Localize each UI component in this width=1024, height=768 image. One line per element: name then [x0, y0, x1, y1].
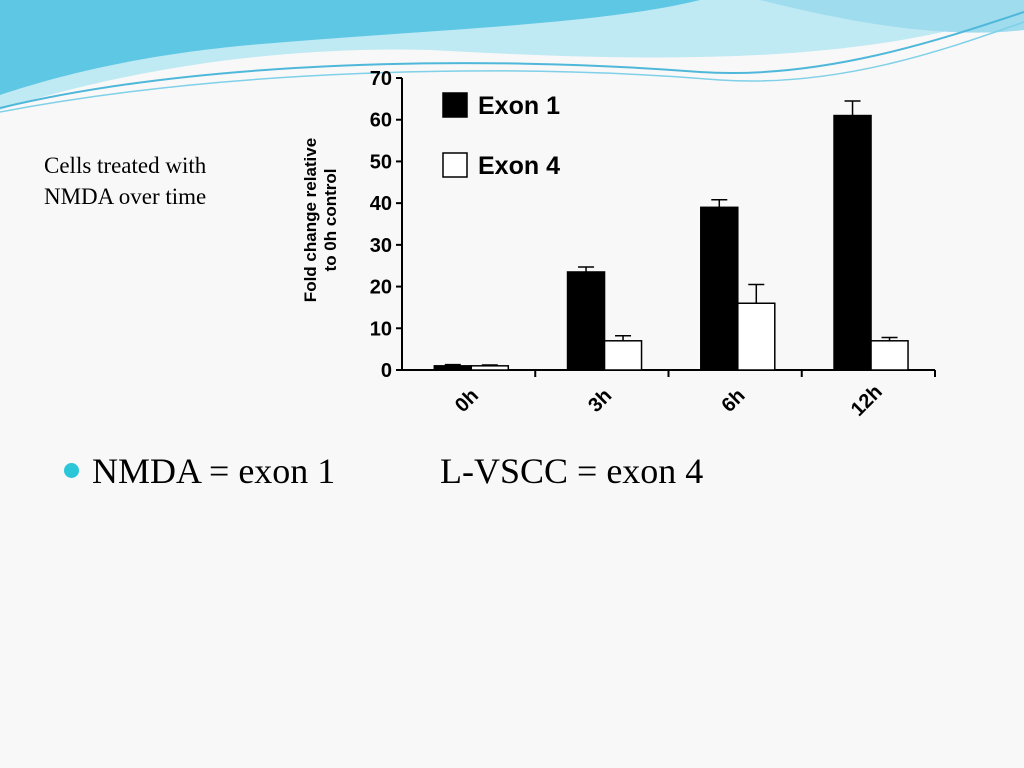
y-tick-label: 20 — [370, 277, 392, 299]
x-tick-label: 6h — [718, 385, 750, 417]
legend-label: Exon 1 — [478, 92, 560, 120]
header-wave-decoration — [0, 0, 1024, 113]
y-tick-label: 0 — [381, 360, 392, 382]
y-tick-label: 60 — [370, 110, 392, 132]
y-axis: 0 10 20 30 40 50 60 70 — [370, 68, 403, 382]
y-tick-label: 40 — [370, 193, 392, 215]
y-tick-label: 10 — [370, 318, 392, 340]
x-tick-label: 3h — [584, 385, 616, 417]
x-tick-label: 12h — [847, 381, 887, 421]
slide-caption: Cells treated with NMDA over time — [44, 153, 207, 209]
bullet-text-lvscc: L-VSCC = exon 4 — [440, 451, 704, 491]
legend-label: Exon 4 — [478, 152, 560, 180]
bar-exon-4-6h — [737, 302, 776, 371]
x-axis: 0h 3h 6h 12h — [402, 369, 936, 421]
y-tick-label: 50 — [370, 151, 392, 173]
legend-swatch — [442, 92, 468, 118]
bar-chart: 0 10 20 30 40 50 60 70 0h 3h 6h 12h Exon 1 Exon 4 F… — [301, 68, 936, 421]
bullet-text-nmda: NMDA = exon 1 — [92, 451, 336, 491]
bars — [433, 100, 909, 371]
bar-exon-1-0h — [433, 365, 473, 371]
bar-exon-4-0h — [470, 365, 510, 371]
bar-exon-1-6h — [700, 206, 739, 371]
bullet-dot-icon — [64, 463, 79, 478]
legend: Exon 1 Exon 4 — [442, 92, 560, 180]
y-tick-label: 70 — [370, 68, 392, 90]
bar-exon-1-12h — [833, 114, 872, 371]
y-tick-label: 30 — [370, 235, 392, 257]
x-tick-label: 0h — [451, 385, 483, 417]
bar-exon-4-3h — [603, 340, 643, 371]
bar-exon-1-3h — [566, 271, 606, 371]
bar-exon-4-12h — [870, 340, 909, 371]
legend-swatch — [442, 152, 468, 178]
y-axis-title: Fold change relativeto 0h control — [301, 138, 340, 302]
